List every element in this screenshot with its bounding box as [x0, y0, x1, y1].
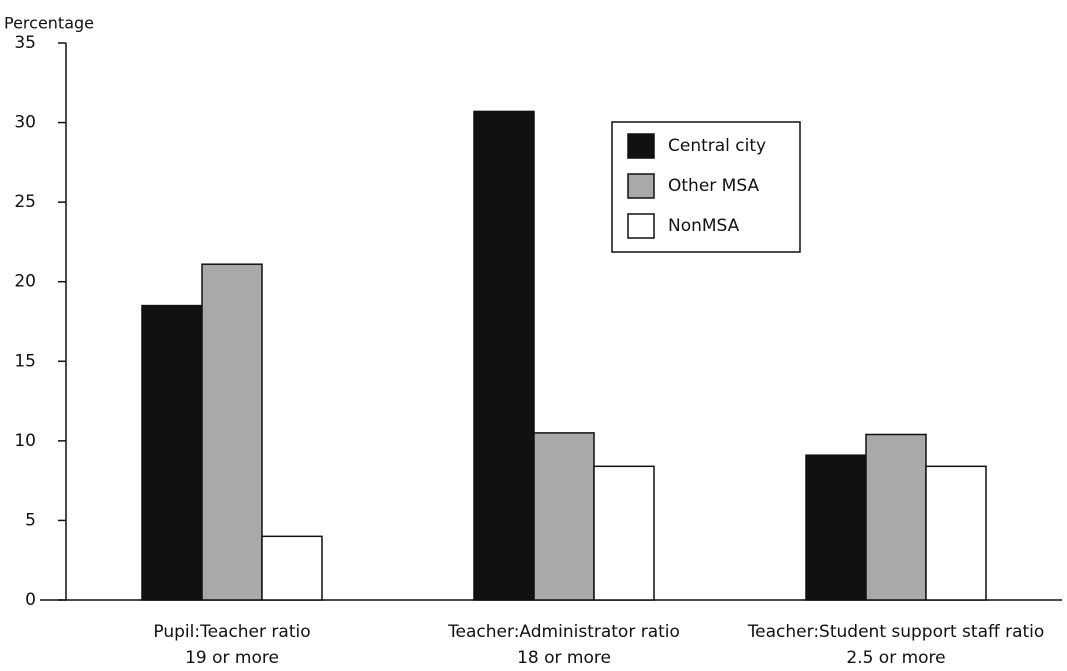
legend-swatch: [627, 173, 655, 199]
bar: [533, 432, 595, 601]
y-tick-label: 5: [25, 510, 36, 530]
bar: [593, 465, 655, 601]
bar: [261, 535, 323, 601]
y-axis-title: Percentage: [4, 14, 94, 33]
y-tick-label: 10: [14, 431, 36, 451]
bar: [805, 454, 867, 601]
bar: [473, 110, 535, 601]
x-tick-label: 19 or more: [185, 648, 279, 668]
legend-swatch: [627, 213, 655, 239]
y-tick-label: 30: [14, 113, 36, 133]
y-tick-label: 35: [14, 33, 36, 53]
bar: [201, 263, 263, 601]
legend-label: NonMSA: [668, 216, 740, 236]
x-tick-label: 2.5 or more: [846, 648, 945, 668]
bar: [141, 304, 203, 601]
legend-label: Other MSA: [668, 176, 759, 196]
y-tick-label: 0: [25, 590, 36, 610]
y-tick-label: 20: [14, 272, 36, 292]
x-tick-label: Teacher:Administrator ratio: [447, 622, 680, 642]
bar: [865, 433, 927, 601]
x-tick-label: Pupil:Teacher ratio: [153, 622, 310, 642]
x-tick-label: Teacher:Student support staff ratio: [747, 622, 1045, 642]
legend-swatch: [627, 133, 655, 159]
x-tick-label: 18 or more: [517, 648, 611, 668]
y-tick-label: 15: [14, 351, 36, 371]
y-tick-label: 25: [14, 192, 36, 212]
bar: [925, 465, 987, 601]
legend-label: Central city: [668, 136, 766, 156]
